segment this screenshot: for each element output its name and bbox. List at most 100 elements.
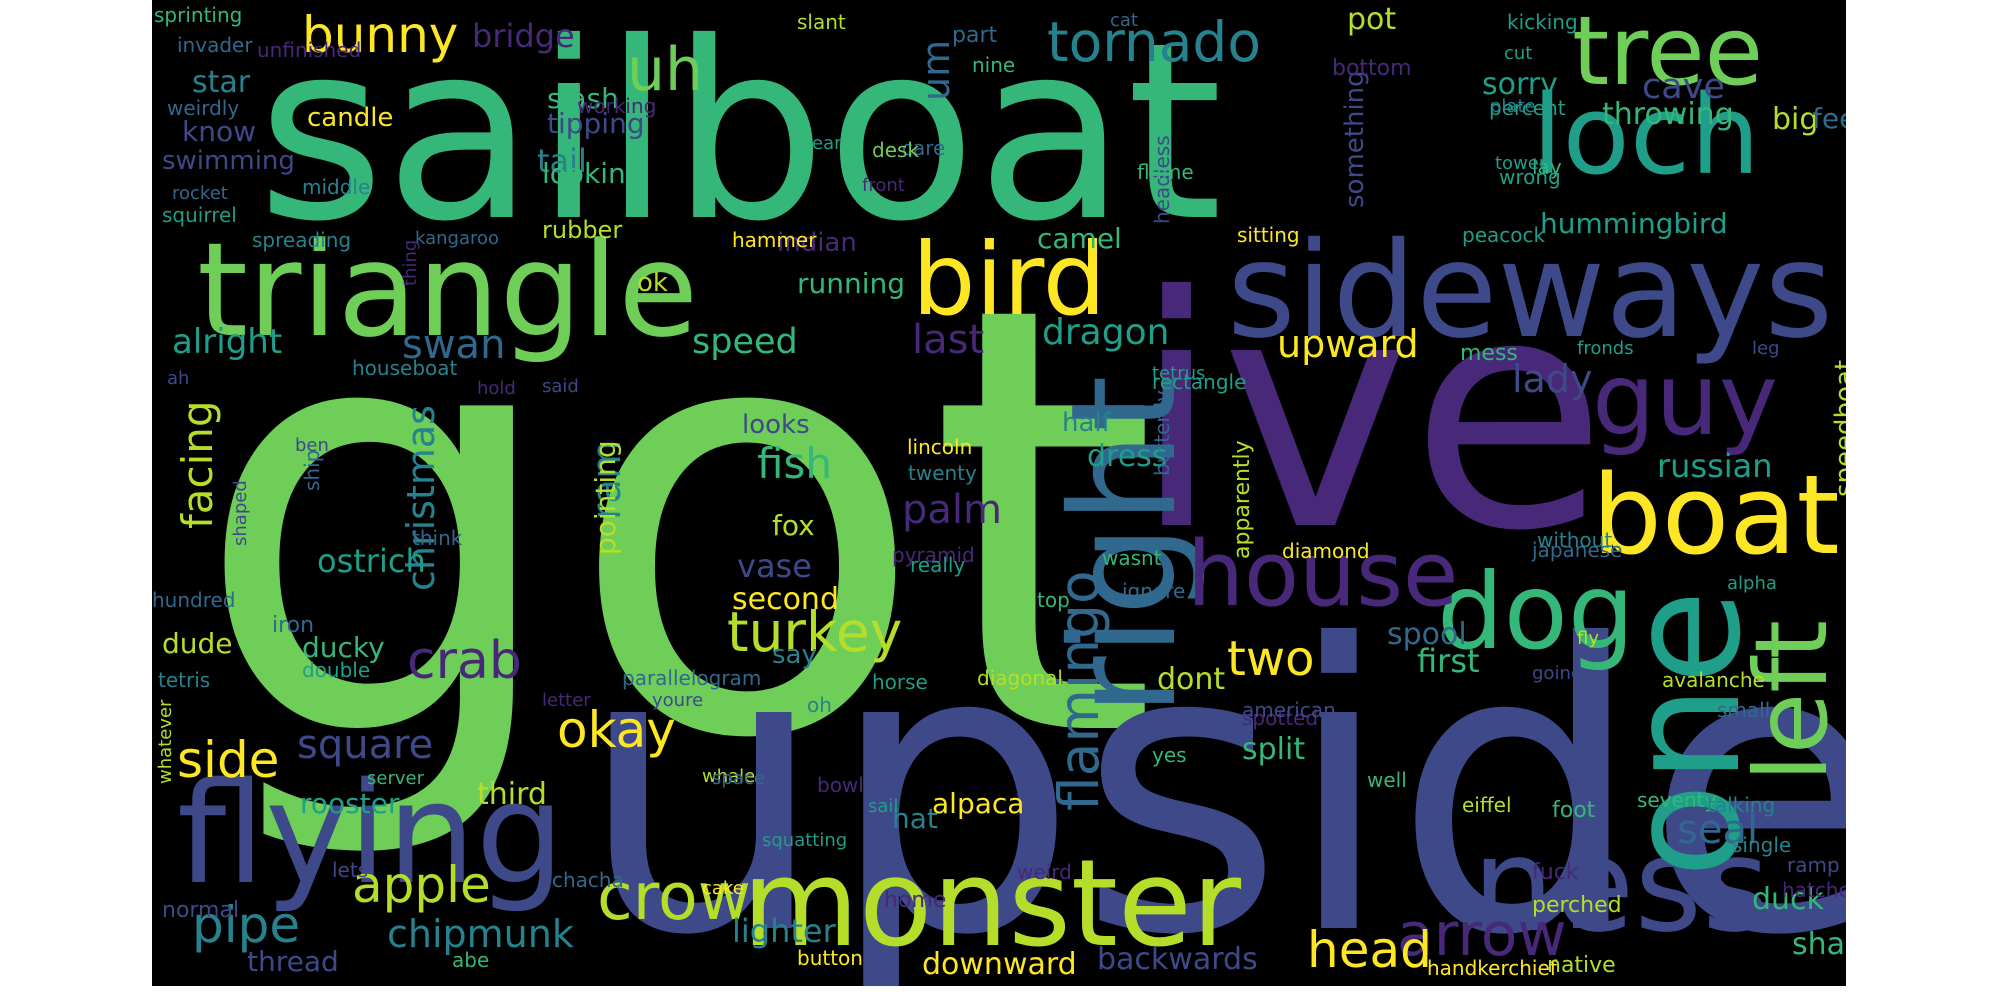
cloud-word: lady: [1512, 357, 1593, 401]
cloud-word: swimming: [162, 146, 295, 176]
cloud-word: cut: [1504, 43, 1533, 64]
cloud-word: ear: [812, 133, 842, 154]
cloud-word: houseboat: [352, 356, 458, 380]
cloud-word: cat: [1110, 10, 1138, 31]
cloud-word: button: [797, 946, 863, 970]
cloud-word: leg: [1752, 338, 1780, 359]
cloud-word: bottom: [1332, 56, 1412, 81]
cloud-word: normal: [162, 898, 240, 923]
cloud-word: top: [1037, 588, 1070, 612]
cloud-word: throwing: [1602, 97, 1734, 132]
cloud-word: dog: [1437, 551, 1635, 673]
cloud-word: pipe: [192, 896, 301, 954]
cloud-word: third: [477, 777, 547, 812]
cloud-word: foot: [1552, 798, 1596, 823]
cloud-word: unfinished: [257, 38, 362, 62]
cloud-word: oh: [807, 693, 832, 717]
cloud-word: home: [884, 888, 947, 913]
cloud-word: rectangle: [1152, 370, 1247, 394]
cloud-word: lighter: [732, 912, 836, 950]
word-cloud: got upside sailboat ive monster flying triangl…: [152, 0, 1846, 986]
cloud-word: two: [1227, 631, 1315, 687]
cloud-word: chacha: [552, 868, 624, 892]
cloud-word: big: [1772, 102, 1819, 137]
cloud-word: speedboat: [1830, 359, 1846, 497]
cloud-word: perched: [1532, 893, 1622, 918]
cloud-word: talking: [1707, 793, 1776, 817]
cloud-word: camel: [1037, 222, 1122, 255]
cloud-word: tail: [537, 142, 587, 180]
cloud-word: diagonal: [977, 666, 1063, 690]
cloud-word: slash: [547, 82, 619, 115]
cloud-word: dress: [1087, 439, 1168, 474]
cloud-word: slant: [797, 10, 846, 34]
cloud-word: downward: [922, 947, 1077, 982]
cloud-word: spreading: [252, 228, 352, 252]
cloud-word: diamond: [1282, 539, 1370, 563]
cloud-word: house: [1187, 522, 1459, 627]
cloud-word: seventy: [1637, 788, 1717, 812]
cloud-word: chipmunk: [387, 912, 574, 956]
cloud-word: speed: [692, 322, 798, 362]
cloud-word: whale: [702, 766, 756, 787]
cloud-word: shape: [1792, 927, 1846, 962]
cloud-word: plate: [1490, 96, 1536, 117]
cloud-word: twenty: [908, 461, 977, 485]
cloud-word: ostrich: [317, 542, 426, 580]
cloud-word: candle: [307, 103, 394, 133]
cloud-word: fly: [1577, 628, 1599, 649]
cloud-word: russian: [1657, 447, 1773, 485]
cloud-word: bridge: [472, 17, 575, 55]
cloud-word: thing: [400, 239, 421, 286]
cloud-word: fuck: [1532, 860, 1579, 885]
cloud-word: handkerchief: [1427, 956, 1557, 980]
cloud-word: upside: [577, 562, 1846, 987]
cloud-word: dragon: [1042, 312, 1170, 353]
cloud-word: looks: [742, 410, 810, 440]
cloud-word: percent: [1489, 96, 1566, 120]
cloud-word: eiffel: [1462, 793, 1512, 817]
cloud-word: abe: [452, 948, 490, 972]
cloud-word: cave: [1642, 67, 1725, 107]
cloud-word: square: [297, 722, 434, 768]
cloud-word: small: [1717, 698, 1771, 722]
cloud-word: last: [912, 317, 985, 363]
cloud-word: ness: [1472, 809, 1770, 961]
cloud-word: alpha: [1727, 573, 1777, 594]
cloud-word: something: [1340, 70, 1370, 208]
cloud-word: bird: [912, 221, 1107, 338]
cloud-word: sitting: [1237, 223, 1300, 247]
cloud-word: working: [577, 94, 657, 118]
cloud-word: triangle: [197, 214, 699, 366]
cloud-word: dude: [162, 627, 233, 660]
cloud-word: really: [910, 553, 966, 577]
cloud-word: said: [542, 376, 579, 397]
cloud-word: tree: [1572, 0, 1764, 107]
cloud-word: whatever: [155, 699, 176, 784]
cloud-word: rooster: [300, 787, 400, 820]
cloud-word: shaped: [230, 480, 251, 546]
cloud-word: tower: [1495, 153, 1547, 174]
cloud-word: ok: [637, 268, 668, 298]
cloud-word: crow: [597, 860, 751, 935]
cloud-word: duck: [1752, 882, 1824, 917]
cloud-word: bowl: [817, 773, 864, 797]
cloud-word: alright: [172, 322, 283, 362]
cloud-word: seal: [1677, 807, 1759, 853]
cloud-word: ive: [1132, 229, 1608, 601]
cloud-word: peacock: [1462, 223, 1546, 247]
cloud-word: side: [177, 731, 280, 789]
cloud-word: wasnt: [1102, 546, 1162, 570]
cloud-word: hatchet: [1782, 878, 1846, 902]
cloud-word: lay: [1532, 155, 1562, 179]
cloud-word: swan: [402, 322, 506, 368]
cloud-word: think: [412, 526, 463, 550]
cloud-word: mess: [1460, 341, 1518, 366]
cloud-word: single: [1732, 833, 1792, 857]
cloud-word: ramp: [1787, 853, 1840, 877]
cloud-word: got: [192, 181, 1159, 868]
cloud-word: head: [1307, 921, 1432, 979]
cloud-word: japanese: [1532, 538, 1623, 562]
cloud-word: ah: [167, 368, 190, 389]
cloud-word: flame: [1137, 160, 1194, 184]
